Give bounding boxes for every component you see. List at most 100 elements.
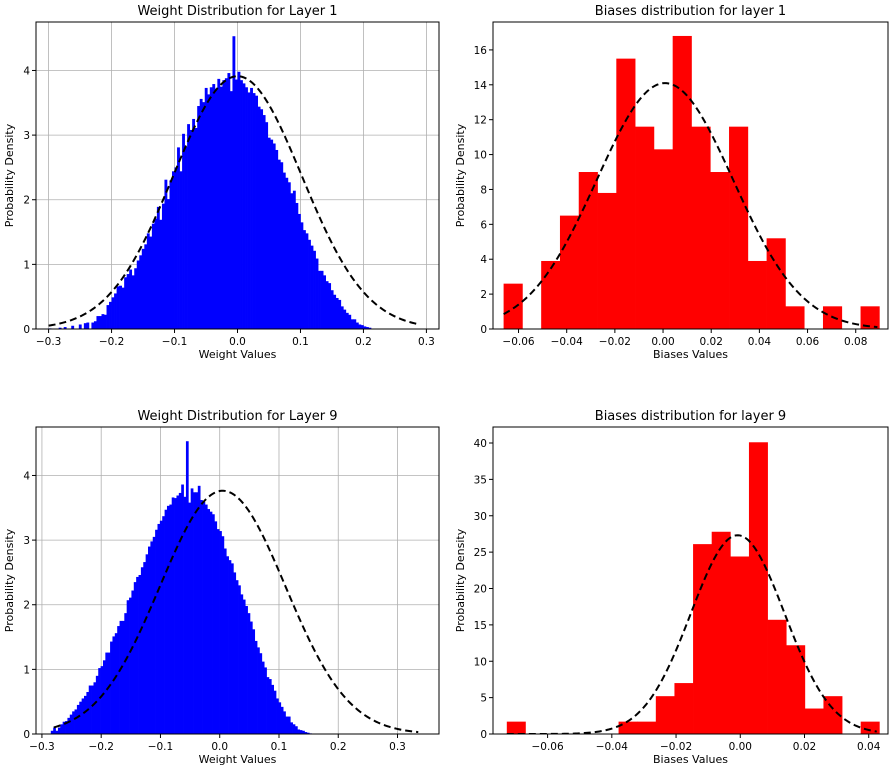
histogram-bar: [335, 297, 339, 329]
histogram-bar: [71, 325, 75, 329]
y-tick-label: 0: [480, 729, 487, 741]
histogram-bar: [368, 327, 372, 329]
y-tick-label: 10: [474, 656, 487, 668]
histogram-bar: [131, 590, 135, 734]
histogram-bar: [290, 722, 293, 734]
histogram-bar: [156, 206, 160, 329]
histogram-bar: [242, 83, 246, 329]
histogram-bar: [98, 668, 101, 734]
histogram-bar: [171, 497, 175, 734]
histogram-bar: [124, 613, 128, 734]
y-tick-label: 2: [23, 600, 30, 612]
histogram-bar: [240, 594, 244, 734]
histogram-bar: [276, 698, 279, 734]
histogram-bar: [159, 520, 163, 734]
histogram-bar: [226, 556, 229, 734]
histogram-bar: [207, 509, 210, 734]
histogram-bar: [169, 504, 173, 734]
histogram-bars: [48, 36, 372, 329]
histogram-bar: [616, 58, 636, 329]
histogram-bar: [209, 511, 213, 734]
histogram-bar: [197, 106, 201, 329]
histogram-bar: [767, 619, 787, 734]
histogram-bar: [860, 306, 880, 329]
histogram-bar: [149, 236, 153, 329]
histogram-bar: [635, 126, 655, 329]
histogram-bar: [343, 309, 347, 329]
histogram-bar: [148, 546, 151, 734]
histogram-bar: [119, 285, 122, 329]
histogram-bar: [100, 666, 104, 734]
histogram-bar: [212, 84, 216, 329]
histogram-bars: [506, 442, 880, 734]
histogram-bar: [53, 727, 56, 734]
y-tick-label: 4: [23, 470, 30, 482]
y-axis-label: Probability Density: [3, 528, 16, 632]
histogram-bar: [126, 600, 130, 734]
histogram-bar: [299, 730, 303, 734]
histogram-bar: [363, 326, 367, 329]
histogram-bar: [109, 301, 112, 329]
histogram-bar: [264, 667, 267, 734]
histogram-bar: [199, 98, 203, 329]
histogram-bar: [176, 495, 180, 734]
histogram-bar: [786, 645, 806, 734]
histogram-bar: [325, 281, 329, 329]
histogram-bars: [503, 35, 880, 329]
histogram-bar: [164, 509, 168, 734]
x-tick-label: −0.02: [599, 336, 631, 348]
x-axis-label: Weight Values: [199, 753, 277, 766]
histogram-bar: [111, 297, 115, 329]
histogram-bar: [340, 306, 344, 329]
histogram-bar: [693, 544, 713, 734]
histogram-bar: [766, 238, 786, 329]
x-tick-label: 0.2: [330, 741, 347, 753]
histogram-bar: [129, 597, 132, 734]
histogram-bar: [155, 529, 158, 734]
y-tick-label: 14: [474, 80, 488, 92]
histogram-bar: [304, 732, 308, 734]
histogram-bar: [76, 704, 80, 734]
histogram-bar: [310, 245, 314, 329]
histogram-bar: [140, 567, 144, 734]
y-tick-label: 0: [23, 729, 30, 741]
x-tick-label: 0.04: [748, 336, 772, 348]
histogram-bar: [187, 124, 190, 329]
x-tick-label: −0.04: [551, 336, 583, 348]
x-tick-label: 0.1: [292, 336, 309, 348]
histogram-bar: [105, 652, 109, 734]
histogram-bar: [252, 93, 256, 329]
histogram-bar: [91, 685, 94, 734]
histogram-bar: [93, 682, 97, 734]
histogram-bar: [333, 294, 337, 329]
histogram-bar: [72, 711, 75, 734]
histogram-bar: [219, 86, 223, 329]
histogram-bar: [710, 172, 730, 329]
histogram-bar: [84, 695, 87, 734]
histogram-bar: [57, 727, 61, 734]
histogram-bar: [114, 293, 117, 329]
histogram-bar: [240, 80, 243, 329]
histogram-bar: [55, 730, 59, 734]
histogram-bar: [143, 562, 146, 734]
histogram-bar: [271, 684, 275, 734]
histogram-bar: [60, 724, 64, 734]
histogram-bar: [133, 582, 137, 734]
histogram-bar: [83, 323, 87, 329]
y-tick-label: 0: [480, 324, 487, 336]
histogram-bar: [86, 691, 90, 734]
chart-panel-4: −0.06 −0.04 −0.02 0.00 0.02 0.04 0 5 10 15 20 25 30 3…: [454, 409, 889, 766]
histogram-bar: [134, 268, 138, 329]
x-tick-label: 0.3: [418, 336, 435, 348]
x-tick-label: −0.1: [162, 336, 188, 348]
histogram-bar: [159, 219, 163, 329]
histogram-bar: [183, 496, 187, 734]
y-axis-label: Probability Density: [454, 123, 467, 227]
histogram-bar: [785, 306, 805, 329]
y-tick-label: 2: [23, 195, 30, 207]
chart-title: Biases distribution for layer 9: [595, 409, 786, 424]
histogram-bar: [202, 102, 206, 329]
x-tick-label: 0.02: [700, 336, 723, 348]
histogram-bar: [62, 721, 66, 734]
